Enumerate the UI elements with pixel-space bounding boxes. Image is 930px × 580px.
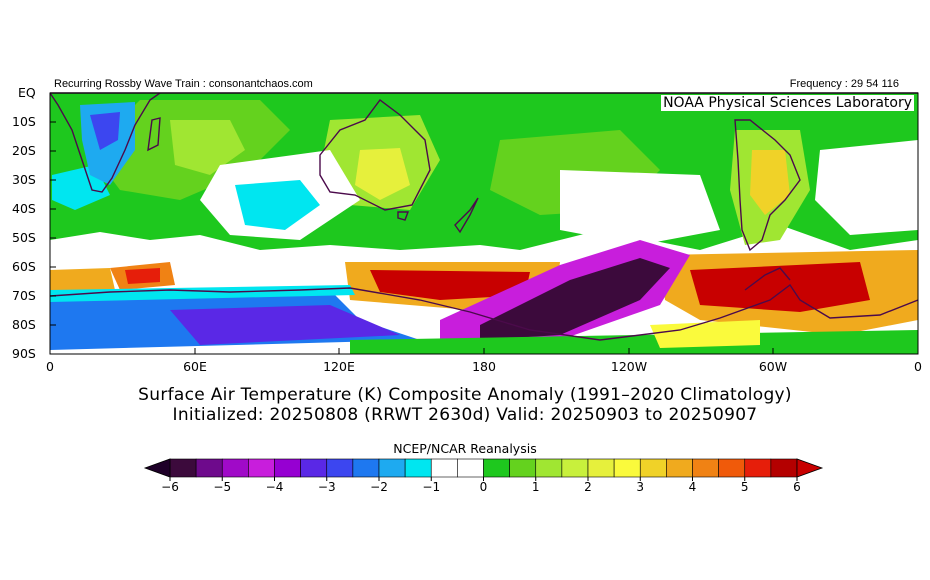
colorbar-tick-marks xyxy=(169,477,798,481)
colorbar-cell xyxy=(744,458,772,478)
anomaly-warm-australia-core xyxy=(355,148,410,200)
colorbar-tick-label: 6 xyxy=(793,480,801,494)
anomaly-cool-pacific xyxy=(560,170,720,245)
colorbar-cells xyxy=(169,458,798,478)
colorbar-cell xyxy=(430,458,458,478)
colorbar-tick-label: −1 xyxy=(422,480,441,494)
y-tick-label: 80S xyxy=(12,317,36,332)
colorbar-label: NCEP/NCAR Reanalysis xyxy=(393,441,537,456)
colorbar-cell xyxy=(483,458,510,478)
colorbar-tick-label: 4 xyxy=(688,480,697,494)
colorbar-cell xyxy=(770,458,798,478)
colorbar-cell xyxy=(404,458,432,478)
anomaly-cold-antarctica-east-core xyxy=(170,305,400,345)
colorbar-tick-label: −4 xyxy=(265,480,284,494)
colorbar-cell xyxy=(352,458,380,478)
colorbar-cell xyxy=(639,458,667,478)
header-right-text: Frequency : 29 54 116 xyxy=(789,78,899,90)
y-tick-label: 70S xyxy=(12,288,36,303)
colorbar-cell xyxy=(587,458,615,478)
anomaly-warm-so-africa-core xyxy=(125,268,160,284)
colorbar-cell xyxy=(613,458,641,478)
x-tick-label: 60E xyxy=(183,359,207,374)
anomaly-polar-green xyxy=(350,330,918,354)
anomaly-cold-ross-core xyxy=(480,258,670,340)
x-tick-label: 0 xyxy=(914,359,922,374)
colorbar-tick-label: −2 xyxy=(370,480,388,494)
y-tick-label: EQ xyxy=(18,85,36,100)
colorbar-cell xyxy=(457,458,484,478)
coast-antarctic-peninsula xyxy=(744,267,791,291)
colorbar-tick-label: −3 xyxy=(317,480,336,494)
colorbar-cell xyxy=(326,458,354,478)
y-tick-label: 20S xyxy=(12,143,36,158)
coast-madagascar xyxy=(147,117,161,152)
y-tick-label: 50S xyxy=(12,230,36,245)
colorbar-cell xyxy=(195,458,223,478)
anomaly-cold-antarctica-rim xyxy=(50,285,355,302)
colorbar-tick-label: 5 xyxy=(740,480,749,494)
anomaly-warm-so-australia-core xyxy=(370,270,530,300)
coastlines xyxy=(50,93,918,341)
y-tick-label: 60S xyxy=(12,259,36,274)
anomaly-cool-southern-africa-core xyxy=(90,112,120,150)
colorbar-cell xyxy=(248,458,275,478)
coast-south-america xyxy=(734,119,801,252)
colorbar-cell xyxy=(274,458,301,478)
coast-antarctica xyxy=(50,283,918,341)
y-tick-label: 30S xyxy=(12,172,36,187)
x-tick-label: 180 xyxy=(472,359,496,374)
coast-australia xyxy=(319,99,431,211)
colorbar-tick-label: 1 xyxy=(531,480,540,494)
lab-credit: NOAA Physical Sciences Laboratory xyxy=(661,95,914,111)
colorbar-tick-label: −5 xyxy=(213,480,232,494)
anomaly-polar-yellow xyxy=(650,320,760,348)
header-left-text: Recurring Rossby Wave Train : consonantc… xyxy=(54,78,313,90)
y-tick-label: 90S xyxy=(12,346,36,361)
coast-africa xyxy=(50,93,161,193)
x-tick-label: 0 xyxy=(46,359,54,374)
colorbar-cell xyxy=(561,458,589,478)
y-tick-label: 40S xyxy=(12,201,36,216)
anomaly-warm-so-weddell-core xyxy=(690,262,870,312)
colorbar-cell xyxy=(378,458,406,478)
x-tick-label: 60W xyxy=(758,359,788,374)
colorbar-cell xyxy=(300,458,328,478)
coast-tasmania xyxy=(397,211,410,221)
x-tick-label: 120E xyxy=(323,359,355,374)
colorbar-cell xyxy=(221,458,249,478)
chart-title-line-2: Initialized: 20250808 (RRWT 2630d) Valid… xyxy=(172,405,758,425)
anomaly-warm-so-west xyxy=(50,268,115,292)
colorbar-cell xyxy=(509,458,537,478)
colorbar-cell xyxy=(169,458,197,478)
anomaly-cool-atlantic xyxy=(815,140,918,235)
colorbar-upper-arrow xyxy=(796,458,824,478)
colorbar-tick-label: 3 xyxy=(636,480,645,494)
x-tick-marks xyxy=(49,348,919,354)
colorbar-lower-arrow xyxy=(143,458,171,478)
anomaly-cool-indian-ocean xyxy=(235,180,320,230)
y-tick-marks xyxy=(50,92,56,355)
chart-title-line-1: Surface Air Temperature (K) Composite An… xyxy=(138,385,792,405)
colorbar-cell xyxy=(718,458,746,478)
anomaly-field xyxy=(50,93,918,354)
colorbar-tick-label: 2 xyxy=(584,480,592,494)
anomaly-warm-indian xyxy=(170,120,245,175)
y-tick-label: 10S xyxy=(12,114,36,129)
anomaly-warm-south-america-core xyxy=(750,150,790,215)
coast-new-zealand xyxy=(454,197,479,234)
colorbar-cell xyxy=(666,458,693,478)
colorbar-tick-label: 0 xyxy=(479,480,488,494)
colorbar xyxy=(143,458,824,481)
colorbar-cell xyxy=(692,458,719,478)
colorbar-tick-label: −6 xyxy=(161,480,179,494)
x-tick-label: 120W xyxy=(610,359,648,374)
colorbar-cell xyxy=(535,458,563,478)
